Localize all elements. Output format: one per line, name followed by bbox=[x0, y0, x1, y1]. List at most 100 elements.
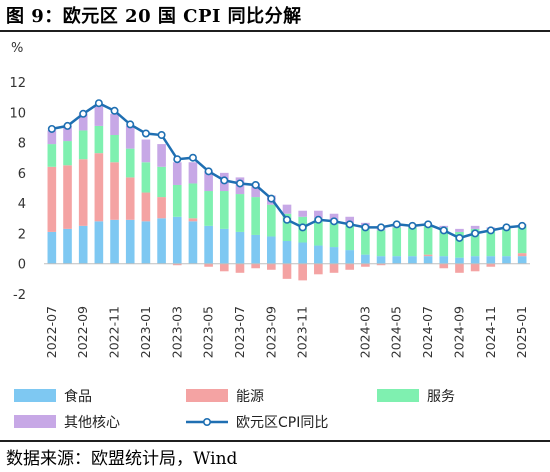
bar-segment-energy bbox=[298, 263, 307, 281]
cpi-point bbox=[47, 124, 56, 133]
y-tick-labels: -2 0 2 4 6 8 10 12 bbox=[9, 76, 26, 303]
bar-segment-food bbox=[94, 221, 104, 264]
bar-segment-food bbox=[314, 245, 323, 264]
cpi-point bbox=[518, 221, 527, 230]
bar-segment-core_other bbox=[314, 210, 323, 219]
legend-label-energy: 能源 bbox=[236, 389, 264, 405]
y-axis-unit-label: % bbox=[11, 41, 23, 56]
x-tick-label: 2024-07 bbox=[420, 306, 435, 358]
bar-segment-food bbox=[204, 225, 213, 264]
figure-title: 图 9：欧元区 20 国 CPI 同比分解 bbox=[6, 6, 302, 27]
bar-segment-services bbox=[251, 197, 260, 235]
bar-segment-core_other bbox=[204, 171, 213, 192]
bar-segment-services bbox=[141, 162, 151, 193]
x-tick-label: 2022-11 bbox=[107, 306, 122, 358]
cpi-point bbox=[63, 121, 72, 130]
bar-segment-energy bbox=[172, 263, 182, 266]
legend-swatch-services bbox=[377, 389, 419, 402]
bar-segment-core_other bbox=[110, 113, 119, 135]
bar-segment-core_other bbox=[63, 125, 72, 142]
x-tick-label: 2025-01 bbox=[514, 306, 529, 358]
cpi-point bbox=[361, 223, 370, 232]
y-tick-label: 6 bbox=[18, 167, 26, 182]
cpi-point bbox=[220, 176, 229, 185]
bar-segment-core_other bbox=[94, 104, 104, 126]
bar-segment-services bbox=[110, 135, 119, 163]
cpi-point bbox=[424, 220, 433, 229]
bar-segment-energy bbox=[141, 192, 151, 222]
bar-segment-core_other bbox=[345, 216, 355, 223]
y-tick-label: 10 bbox=[9, 106, 26, 121]
bar-segment-food bbox=[78, 225, 88, 264]
bar-segment-services bbox=[47, 144, 57, 167]
cpi-point bbox=[455, 233, 464, 242]
bar-segment-core_other bbox=[172, 162, 182, 185]
bar-segment-food bbox=[345, 250, 355, 264]
x-tick-label: 2023-05 bbox=[201, 306, 216, 358]
legend-swatch-food bbox=[14, 389, 56, 402]
bar-segment-services bbox=[267, 204, 276, 237]
bar-segment-food bbox=[110, 219, 119, 264]
cpi-point bbox=[502, 223, 511, 232]
cpi-point bbox=[126, 120, 135, 129]
bar-segment-energy bbox=[63, 165, 72, 229]
bar-segment-food bbox=[235, 231, 245, 264]
bar-segment-energy bbox=[470, 263, 480, 272]
bar-segment-energy bbox=[267, 263, 276, 270]
x-tick-label: 2022-09 bbox=[75, 306, 90, 358]
bar-segment-services bbox=[204, 191, 213, 226]
bar-segment-energy bbox=[329, 263, 339, 273]
bar-segment-core_other bbox=[47, 130, 57, 145]
cpi-point bbox=[141, 129, 150, 138]
bar-segment-energy bbox=[110, 162, 119, 220]
y-tick-label: 0 bbox=[18, 258, 26, 273]
x-tick-label: 2023-03 bbox=[169, 306, 184, 358]
bar-segment-energy bbox=[188, 218, 198, 222]
bar-segment-energy bbox=[282, 263, 292, 279]
x-tick-label: 2024-03 bbox=[357, 306, 372, 358]
y-tick-label: 2 bbox=[18, 227, 26, 242]
bar-segment-energy bbox=[455, 263, 464, 273]
cpi-point bbox=[314, 215, 323, 224]
bar-segment-food bbox=[282, 241, 292, 264]
legend-label-core_other: 其他核心 bbox=[64, 415, 120, 431]
bar-segment-food bbox=[63, 228, 72, 264]
bar-segment-energy bbox=[235, 263, 245, 273]
legend-line-marker bbox=[203, 417, 212, 426]
bar-segment-services bbox=[157, 166, 166, 198]
bar-segment-energy bbox=[125, 177, 135, 220]
bar-segment-energy bbox=[486, 263, 496, 267]
cpi-point bbox=[79, 109, 88, 118]
bar-segment-food bbox=[251, 234, 260, 264]
legend-label-food: 食品 bbox=[64, 388, 92, 405]
bar-segment-energy bbox=[78, 159, 88, 226]
cpi-point bbox=[330, 217, 339, 226]
bar-segment-core_other bbox=[251, 183, 260, 198]
cpi-point bbox=[392, 220, 401, 229]
bar-segment-services bbox=[345, 222, 355, 251]
bar-segment-services bbox=[188, 183, 198, 219]
cpi-point bbox=[235, 179, 244, 188]
cpi-point bbox=[439, 226, 448, 235]
bar-segment-core_other bbox=[141, 139, 151, 163]
bar-segment-core_other bbox=[188, 162, 198, 184]
x-tick-label: 2023-01 bbox=[138, 306, 153, 358]
x-tick-label: 2023-07 bbox=[232, 306, 247, 358]
bar-segment-food bbox=[392, 256, 402, 264]
bar-segment-services bbox=[392, 227, 402, 257]
bar-segment-food bbox=[376, 256, 386, 264]
bar-segment-services bbox=[172, 184, 182, 217]
x-tick-labels: 2022-07 2022-09 2022-11 2023-01 2023-03 2023-… bbox=[44, 306, 529, 358]
bar-segment-food bbox=[172, 216, 182, 264]
cpi-point bbox=[94, 99, 103, 108]
bar-segment-core_other bbox=[329, 213, 339, 220]
bar-segment-food bbox=[439, 256, 449, 264]
legend-label-services: 服务 bbox=[427, 389, 455, 405]
bar-segment-food bbox=[219, 228, 229, 264]
bar-segment-energy bbox=[361, 263, 370, 267]
bar-segment-energy bbox=[157, 197, 166, 219]
x-tick-label: 2022-07 bbox=[44, 306, 59, 358]
bar-segment-energy bbox=[423, 254, 433, 257]
bar-segment-services bbox=[423, 225, 433, 255]
bar-segment-services bbox=[329, 219, 339, 248]
